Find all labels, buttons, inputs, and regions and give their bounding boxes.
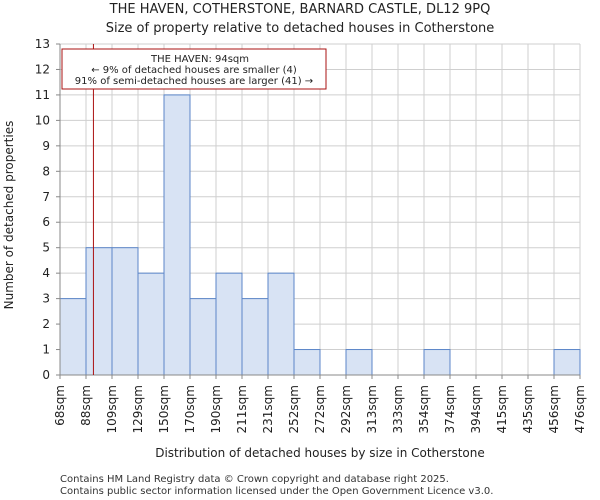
- bar-2: [111, 247, 139, 376]
- annotation-box: THE HAVEN: 94sqm ← 9% of detached houses…: [61, 48, 327, 90]
- x-tick-label-13: 333sqm: [391, 385, 405, 433]
- x-tick-label-3: 129sqm: [131, 385, 145, 433]
- x-tick-label-11: 292sqm: [339, 385, 353, 433]
- y-tick-label-8: 8: [42, 164, 50, 178]
- y-tick-label-0: 0: [42, 368, 50, 382]
- x-tick-label-5: 170sqm: [183, 385, 197, 433]
- x-tick-label-15: 374sqm: [443, 385, 457, 433]
- y-tick-label-4: 4: [42, 266, 50, 280]
- x-axis-label: Distribution of detached houses by size …: [155, 446, 485, 460]
- footer-line-2: Contains public sector information licen…: [60, 486, 493, 497]
- x-tick-label-7: 211sqm: [235, 385, 249, 433]
- bar-19: [553, 349, 581, 376]
- x-tick-label-12: 313sqm: [365, 385, 379, 433]
- bar-14: [423, 349, 451, 376]
- y-tick-label-2: 2: [42, 317, 50, 331]
- x-tick-label-0: 68sqm: [53, 385, 67, 426]
- bar-3: [137, 272, 165, 376]
- x-tick-label-18: 435sqm: [521, 385, 535, 433]
- y-axis-label: Number of detached properties: [2, 121, 16, 310]
- x-tick-label-17: 415sqm: [495, 385, 509, 433]
- chart-subtitle: Size of property relative to detached ho…: [106, 21, 495, 36]
- x-tick-label-2: 109sqm: [105, 385, 119, 433]
- y-tick-label-11: 11: [35, 88, 50, 102]
- x-tick-label-6: 190sqm: [209, 385, 223, 433]
- y-tick-label-10: 10: [35, 113, 50, 127]
- bar-6: [215, 272, 243, 376]
- y-tick-label-5: 5: [42, 241, 50, 255]
- bar-7: [241, 298, 269, 376]
- bars: [59, 94, 581, 376]
- y-tick-label-1: 1: [42, 343, 50, 357]
- y-tick-label-12: 12: [35, 62, 50, 76]
- y-tick-label-13: 13: [35, 37, 50, 51]
- bar-4: [163, 94, 191, 376]
- y-tick-label-9: 9: [42, 139, 50, 153]
- bar-8: [267, 272, 295, 376]
- chart-title: THE HAVEN, COTHERSTONE, BARNARD CASTLE, …: [109, 2, 491, 17]
- bar-5: [189, 298, 217, 376]
- x-tick-label-14: 354sqm: [417, 385, 431, 433]
- x-tick-label-4: 150sqm: [157, 385, 171, 433]
- y-tick-label-7: 7: [42, 190, 50, 204]
- x-tick-label-8: 231sqm: [261, 385, 275, 433]
- bar-0: [59, 298, 87, 376]
- footer-line-1: Contains HM Land Registry data © Crown c…: [60, 474, 449, 485]
- x-tick-label-1: 88sqm: [79, 385, 93, 426]
- annotation-border: [61, 48, 327, 90]
- y-tick-label-6: 6: [42, 215, 50, 229]
- y-tick-label-3: 3: [42, 292, 50, 306]
- x-tick-label-19: 456sqm: [547, 385, 561, 433]
- bar-9: [293, 349, 321, 376]
- x-tick-labels: 68sqm 88sqm 109sqm 129sqm 150sqm 170sqm 190sqm…: [53, 375, 587, 433]
- x-tick-label-16: 394sqm: [469, 385, 483, 433]
- bar-1: [85, 247, 113, 376]
- annotation-line-1: THE HAVEN: 94sqm: [150, 54, 249, 65]
- x-tick-label-20: 476sqm: [573, 385, 587, 433]
- x-tick-label-9: 252sqm: [287, 385, 301, 433]
- annotation-line-3: 91% of semi-detached houses are larger (…: [75, 76, 313, 87]
- annotation-line-2: ← 9% of detached houses are smaller (4): [91, 65, 297, 76]
- x-tick-label-10: 272sqm: [313, 385, 327, 433]
- bar-11: [345, 349, 373, 376]
